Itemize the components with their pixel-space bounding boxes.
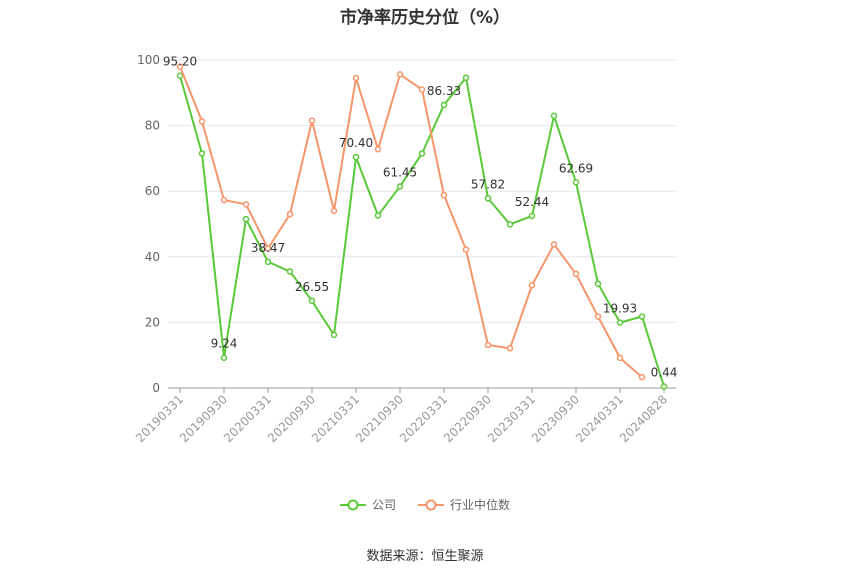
data-source: 数据来源：恒生聚源 [366,549,484,564]
y-tick-label: 80 [145,119,160,133]
data-point [220,196,228,204]
data-point [286,268,294,275]
data-point [308,297,316,305]
data-label: 57.82 [471,177,505,191]
data-point [594,280,602,287]
data-label: 19.93 [603,302,637,316]
data-point [286,210,294,218]
data-point [198,150,206,157]
chart-title: 市净率历史分位（%） [339,8,511,28]
data-label: 52.44 [515,195,549,209]
data-point [660,383,668,390]
y-tick-label: 20 [145,315,160,329]
data-label: 0.44 [651,366,678,380]
data-point [572,179,580,186]
data-point [506,221,514,228]
data-label: 9.24 [211,337,238,351]
data-point [374,145,382,153]
data-point [440,101,448,109]
data-point [528,282,536,289]
data-point [616,319,624,326]
data-label: 61.45 [383,165,417,179]
legend-item-industry-median[interactable]: 行业中位数 [418,496,510,513]
data-point [396,183,404,190]
data-point [308,117,316,124]
data-label: 62.69 [559,161,593,175]
data-point [484,195,492,202]
series-lines [176,63,668,390]
data-label: 95.20 [163,55,197,69]
data-point [330,331,338,339]
data-point [638,373,646,381]
data-label: 26.55 [295,280,329,294]
data-point [242,201,250,208]
y-tick-label: 100 [137,53,160,67]
legend-item-company[interactable]: 公司 [339,496,396,513]
data-point [418,150,426,157]
y-tick-label: 60 [145,184,160,198]
y-tick-label: 0 [152,381,160,395]
data-point [550,112,558,120]
data-labels: 95.20 9.24 38.47 26.55 70.40 61.45 86.33 57.82 5… [163,55,678,380]
data-point [352,74,360,82]
y-tick-label: 40 [145,250,160,264]
data-point [594,313,602,320]
data-point [264,258,272,266]
data-point [484,341,492,349]
data-point [220,354,228,361]
data-point [264,245,272,252]
data-label: 86.33 [427,84,461,98]
legend-industry-median-icon [418,499,444,510]
data-point [462,74,470,81]
data-point [440,191,448,199]
data-point [418,86,426,93]
legend-industry-median-label: 行业中位数 [450,498,511,512]
data-point [572,270,580,278]
data-label: 70.40 [339,136,373,150]
grid-lines [168,59,676,323]
legend-company-label: 公司 [371,498,396,512]
data-point [396,71,404,78]
data-label: 38.47 [251,241,285,255]
data-point [462,246,470,253]
data-point [242,215,250,223]
data-point [528,212,536,220]
legend-company-icon [339,499,366,510]
data-point [198,118,206,125]
data-point [352,153,360,161]
data-point [638,313,646,320]
axes: 0204060801002019033120190930202003312020… [133,53,676,445]
data-point [506,345,514,352]
series-line-1 [179,66,643,378]
data-point [176,63,184,70]
data-point [616,354,624,362]
data-point [550,241,558,248]
data-point [176,72,184,79]
x-tick-label: 20240828 [617,392,670,445]
data-point [330,207,338,215]
legend: 公司 行业中位数 [0,496,850,513]
series-line-0 [179,75,665,387]
data-point [374,212,382,219]
